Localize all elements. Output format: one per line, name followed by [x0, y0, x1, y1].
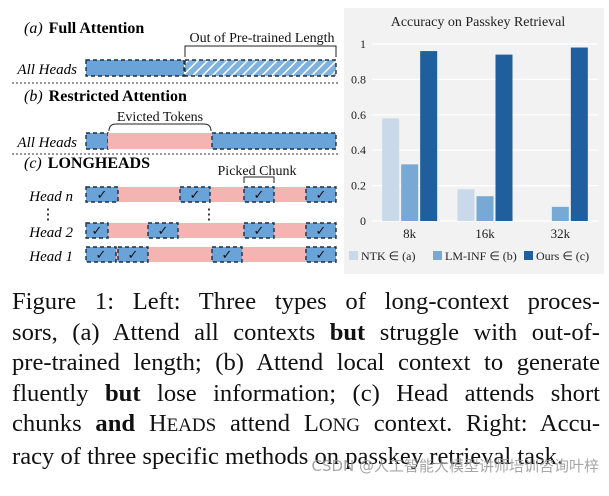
head-n-label: Head n [28, 189, 73, 205]
chart-y-tick-label: 0.4 [351, 143, 366, 157]
chunk-check-icon: ✓ [158, 224, 169, 239]
picked-chunk [305, 222, 337, 239]
chunk-check-icon: ✓ [96, 248, 107, 263]
picked-chunk [305, 246, 337, 263]
legend-label: Ours ∈ (c) [536, 249, 589, 263]
passkey-chart: Accuracy on Passkey Retrieval 0 0.2 0.4 0.6… [344, 8, 604, 274]
picked-chunk [85, 246, 117, 263]
head-context-bar [86, 247, 336, 262]
bar-ours-8k [420, 51, 438, 221]
section-b: (b) Restricted Attention All Heads Evict… [16, 88, 337, 151]
picked-chunk [147, 222, 179, 239]
chunk-check-icon: ✓ [128, 248, 139, 263]
caption-line-3: pre-trained length; (b) Attend local con… [12, 349, 600, 376]
chunk-check-icon: ✓ [254, 224, 265, 239]
section-a-title: Full Attention [49, 20, 145, 37]
ellipsis-left: ⋮ [41, 207, 56, 223]
section-c-prefix: (c) [24, 155, 42, 172]
section-c-title: LONGHEADS [48, 155, 150, 172]
caption-line-1: Figure 1: Left: Three types of long-cont… [12, 288, 600, 315]
chart-y-tick-label: 1 [360, 37, 366, 51]
chart-title: Accuracy on Passkey Retrieval [391, 15, 566, 30]
svg-text:(b) Restricted Attention: (b) Restricted Attention [24, 88, 187, 105]
bar-ntk-16k [457, 189, 475, 221]
legend-swatch [349, 251, 358, 260]
sink-tokens [85, 132, 109, 150]
picked-chunk [85, 186, 119, 203]
svg-text:(a) Full Attention: (a) Full Attention [24, 20, 144, 37]
chart-y-tick-label: 0.6 [351, 108, 366, 122]
section-b-brace [108, 123, 212, 132]
picked-chunk [211, 246, 243, 263]
head-context-bar [86, 187, 336, 202]
svg-text:(c) LONGHEADS: (c) LONGHEADS [24, 155, 150, 172]
section-c-annotation: Picked Chunk [218, 164, 297, 179]
bar-lm-inf-16k [476, 196, 494, 221]
evicted-tokens [108, 133, 212, 149]
figure-1: (a) Full Attention All Heads Out of Pre-… [12, 8, 604, 274]
picked-chunk [243, 186, 275, 203]
chunk-check-icon: ✓ [97, 188, 108, 203]
chunk-check-icon: ✓ [316, 224, 327, 239]
bar-ours-16k [495, 54, 513, 222]
chart-legend: NTK ∈ (a) LM-INF ∈ (b) Ours ∈ (c) [349, 249, 589, 263]
caption-line-2: sors, (a) Attend all contexts but strugg… [12, 318, 601, 346]
caption-line-6: racy of three specific methods on passke… [12, 442, 564, 470]
chunk-check-icon: ✓ [316, 188, 327, 203]
section-a-prefix: (a) [24, 20, 43, 37]
chart-x-tick-label: 16k [475, 226, 495, 241]
section-b-row-label: All Heads [16, 135, 77, 151]
csdn-watermark: CSDN @人工智能大模型讲师培训咨询叶梓 [311, 457, 599, 475]
legend-label: NTK ∈ (a) [361, 249, 415, 263]
head-rows: ✓ ✓ ✓ ✓ ✓ ✓ ✓ ✓ ✓ ✓ ✓ ✓ [85, 186, 337, 263]
legend-label: LM-INF ∈ (b) [445, 249, 517, 263]
bar-ours-32k [570, 47, 588, 221]
section-b-prefix: (b) [24, 88, 43, 105]
bar-ntk-8k [382, 118, 400, 221]
section-c: (c) LONGHEADS Picked Chunk Head n Head 2… [24, 155, 337, 265]
picked-chunk [243, 222, 275, 239]
picked-chunk [305, 186, 337, 203]
section-b-annotation: Evicted Tokens [117, 110, 203, 125]
ellipsis-middle: ⋮ [202, 207, 217, 223]
head-1-label: Head 1 [28, 249, 73, 265]
chunk-check-icon: ✓ [316, 248, 327, 263]
bar-lm-inf-8k [401, 164, 419, 221]
caption-line-5: chunks and HEADS attend LONG context. Ri… [12, 410, 601, 437]
section-b-title: Restricted Attention [49, 88, 187, 105]
head-context-bar [86, 223, 336, 238]
section-a-bracket [184, 45, 337, 57]
bar-lm-inf-32k [551, 206, 569, 221]
local-window [211, 132, 337, 150]
section-a-row-label: All Heads [16, 62, 77, 78]
chart-x-tick-label: 32k [551, 226, 571, 241]
chart-y-tick-label: 0 [360, 214, 366, 228]
chart-y-tick-label: 0.2 [351, 179, 366, 193]
legend-swatch [524, 251, 533, 260]
picked-chunk [179, 186, 211, 203]
section-c-bracket [243, 176, 275, 183]
picked-chunk [85, 222, 109, 239]
legend-swatch [433, 251, 442, 260]
chart-y-tick-label: 0.8 [351, 72, 366, 86]
chunk-check-icon: ✓ [222, 248, 233, 263]
section-a: (a) Full Attention All Heads Out of Pre-… [16, 20, 337, 78]
chunk-check-icon: ✓ [92, 224, 103, 239]
head-2-label: Head 2 [28, 225, 73, 241]
context-within-length [85, 59, 185, 77]
chart-bars [382, 47, 588, 222]
chart-x-tick-label: 8k [403, 226, 417, 241]
chunk-check-icon: ✓ [190, 188, 201, 203]
section-a-annotation: Out of Pre-trained Length [189, 31, 334, 46]
caption-line-4: fluently but lose information; (c) Head … [12, 379, 600, 407]
context-out-of-length [184, 59, 337, 77]
chart-x-ticks: 8k 16k 32k [403, 226, 570, 241]
figure-caption: Figure 1: Left: Three types of long-cont… [12, 287, 600, 472]
picked-chunk [117, 246, 149, 263]
chunk-check-icon: ✓ [254, 188, 265, 203]
